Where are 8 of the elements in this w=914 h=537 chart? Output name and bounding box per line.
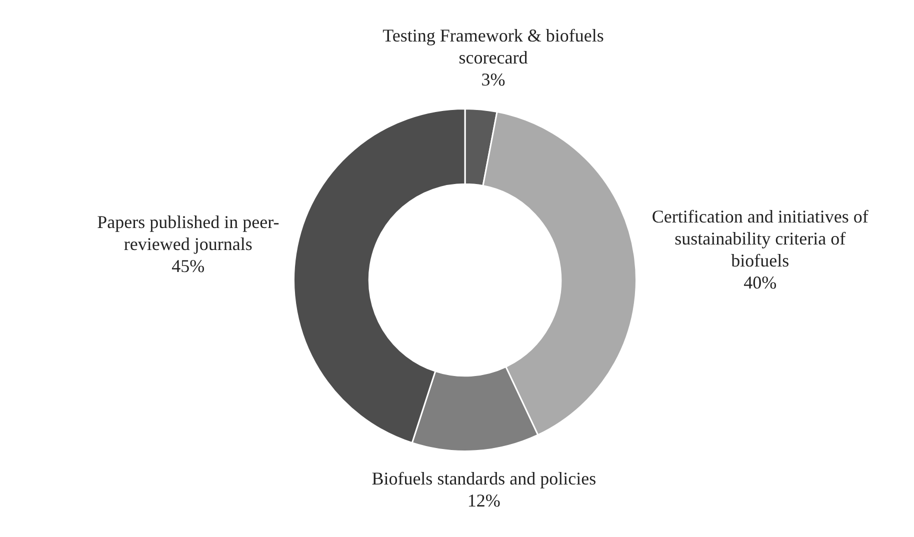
slice-label: Biofuels standards and policies [372, 468, 596, 489]
data-label: 45% [172, 256, 205, 276]
slice-label: Certification and initiatives of sustainability criteria of biofuels [652, 206, 868, 270]
data-label: 40% [744, 272, 777, 292]
slice-label: Testing Framework & biofuels scorecard [382, 25, 604, 68]
data-label: 3% [481, 69, 506, 90]
data-label: 12% [467, 490, 500, 511]
slice-label: Papers published in peer-reviewed journals [97, 212, 280, 254]
